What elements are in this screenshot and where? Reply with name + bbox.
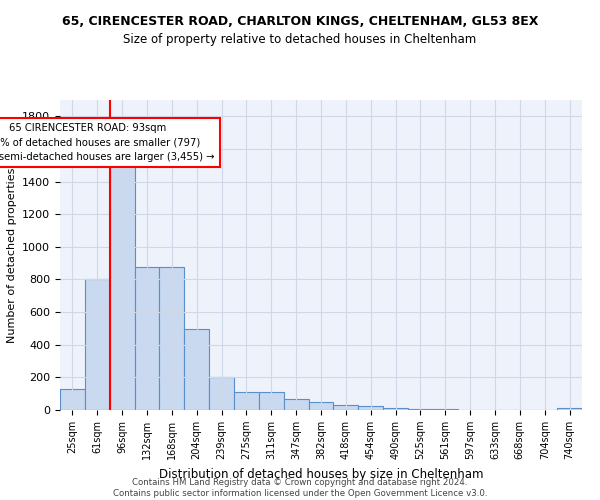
Text: Size of property relative to detached houses in Cheltenham: Size of property relative to detached ho… — [124, 32, 476, 46]
Bar — [184, 329, 209, 410]
Bar — [433, 409, 458, 410]
Y-axis label: Number of detached properties: Number of detached properties — [7, 168, 17, 342]
Bar — [160, 266, 184, 410]
Bar — [110, 166, 134, 410]
Text: 65 CIRENCESTER ROAD: 93sqm
← 19% of detached houses are smaller (797)
81% of sem: 65 CIRENCESTER ROAD: 93sqm ← 19% of deta… — [0, 123, 215, 162]
Bar — [408, 409, 433, 410]
Bar — [557, 408, 582, 410]
Bar — [209, 376, 234, 410]
Bar — [134, 266, 160, 410]
Bar — [60, 390, 85, 410]
Bar — [358, 406, 383, 410]
Bar — [234, 392, 259, 410]
Text: 65, CIRENCESTER ROAD, CHARLTON KINGS, CHELTENHAM, GL53 8EX: 65, CIRENCESTER ROAD, CHARLTON KINGS, CH… — [62, 15, 538, 28]
X-axis label: Distribution of detached houses by size in Cheltenham: Distribution of detached houses by size … — [159, 468, 483, 480]
Bar — [284, 399, 308, 410]
Text: Contains HM Land Registry data © Crown copyright and database right 2024.
Contai: Contains HM Land Registry data © Crown c… — [113, 478, 487, 498]
Bar — [334, 405, 358, 410]
Bar — [383, 408, 408, 410]
Bar — [259, 392, 284, 410]
Bar — [308, 402, 334, 410]
Bar — [85, 280, 110, 410]
